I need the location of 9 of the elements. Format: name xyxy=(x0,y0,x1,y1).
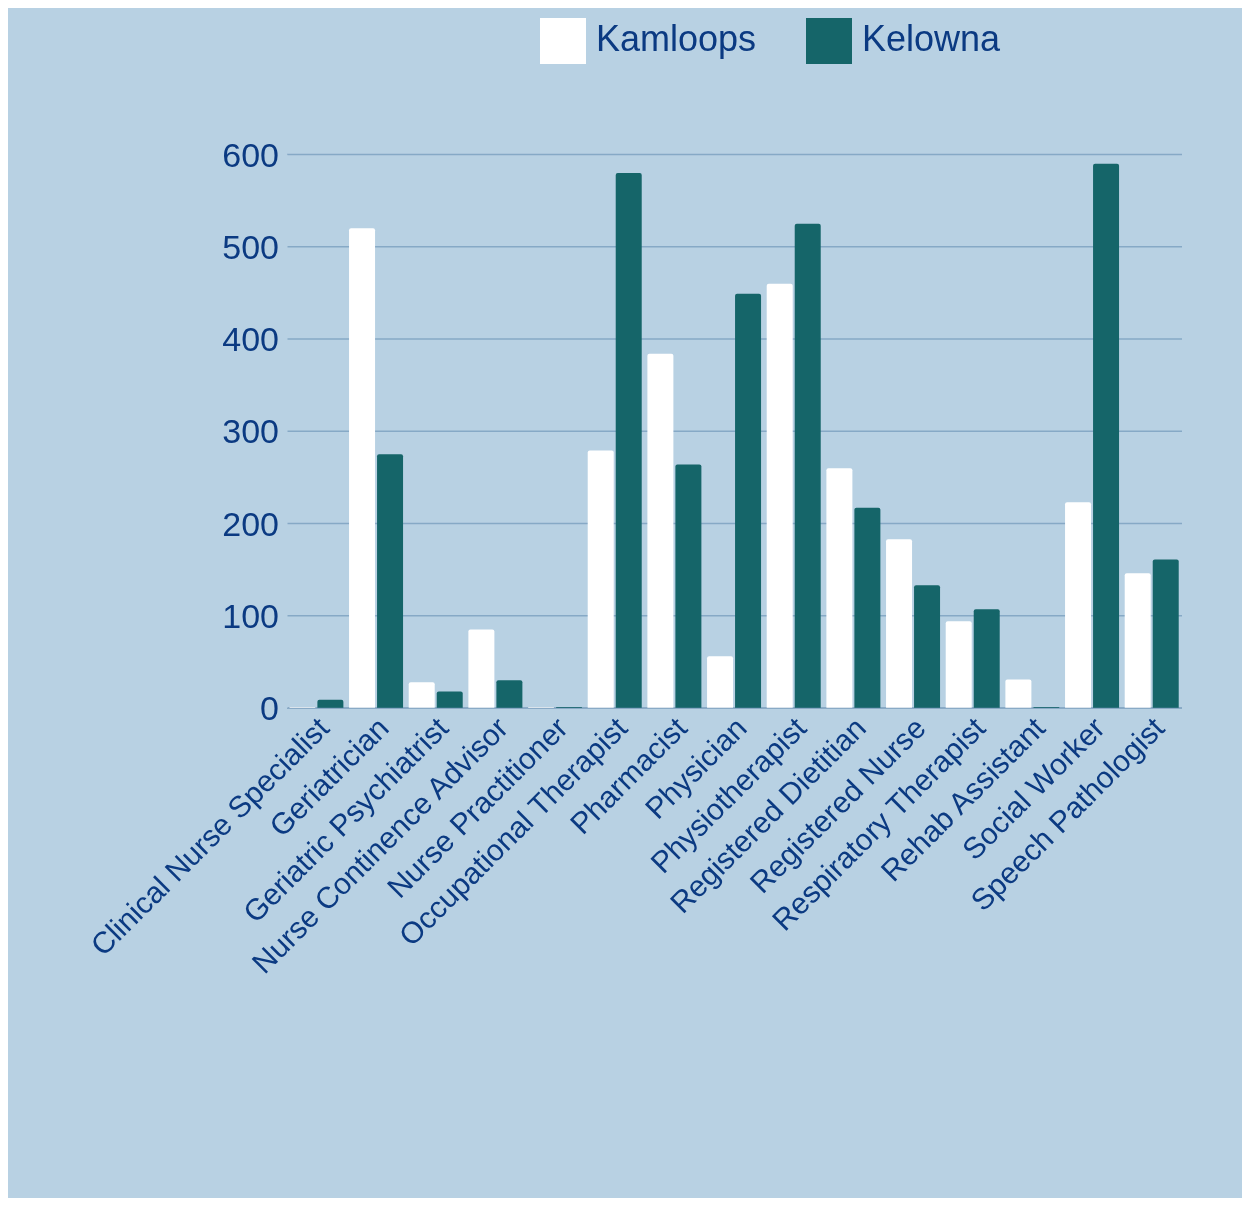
y-tick-label: 300 xyxy=(222,412,279,451)
y-tick-label: 600 xyxy=(222,135,279,174)
y-tick-label: 0 xyxy=(260,689,279,728)
y-tick-label: 500 xyxy=(222,227,279,266)
y-tick-label: 400 xyxy=(222,320,279,359)
legend-label: Kamloops xyxy=(595,18,756,59)
y-tick-label: 100 xyxy=(222,596,279,635)
y-tick-label: 200 xyxy=(222,504,279,543)
legend-label: Kelowna xyxy=(862,18,1001,59)
